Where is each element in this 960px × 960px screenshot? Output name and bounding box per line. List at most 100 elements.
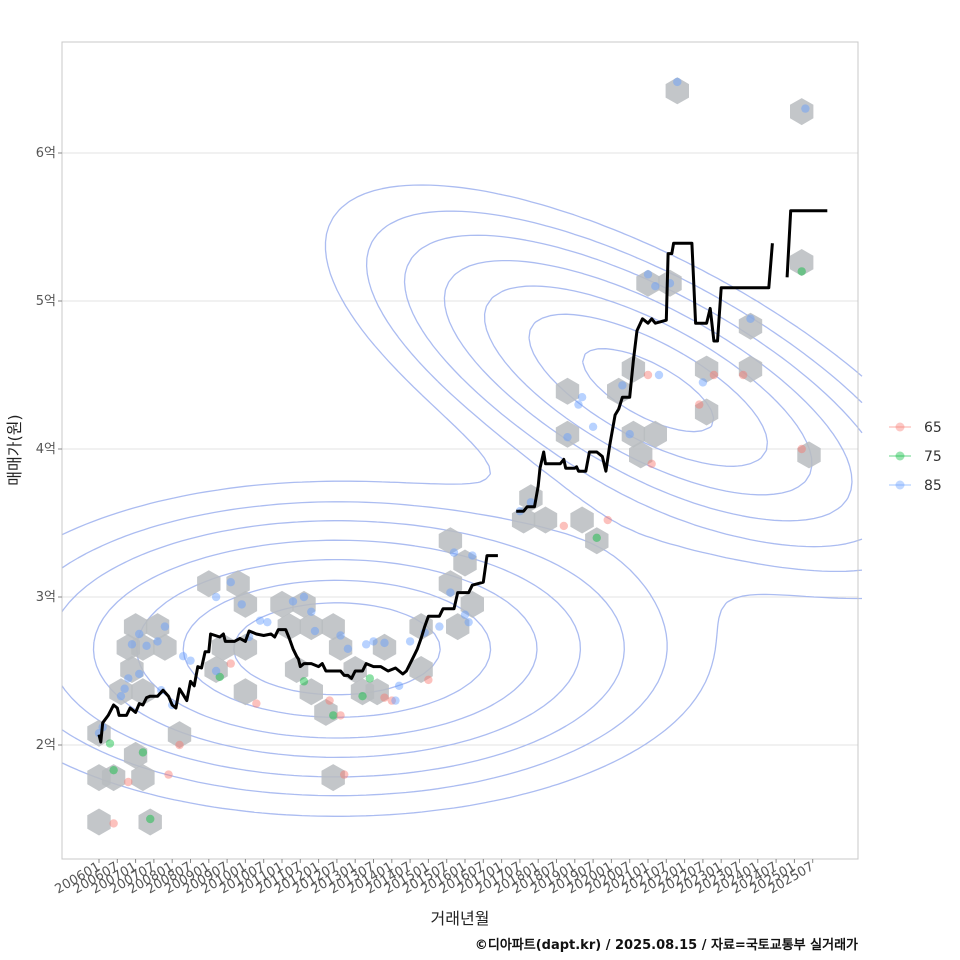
data-point xyxy=(124,674,133,683)
plot-panel xyxy=(61,41,859,860)
data-point xyxy=(695,400,704,409)
data-point xyxy=(178,652,188,661)
data-point xyxy=(124,777,133,787)
hexbin xyxy=(233,633,258,661)
data-point xyxy=(310,626,320,636)
hexbin xyxy=(738,312,763,340)
data-point xyxy=(288,597,298,606)
data-point xyxy=(307,607,316,616)
hexbin xyxy=(328,633,353,661)
data-point xyxy=(446,588,455,597)
hexbin-layer xyxy=(87,77,821,836)
hexbin xyxy=(365,678,389,706)
data-point xyxy=(226,578,235,587)
hexbin xyxy=(665,77,689,105)
hexbin xyxy=(372,633,397,661)
median-line-segment xyxy=(516,241,774,513)
legend-key-dot xyxy=(895,422,905,432)
data-point xyxy=(526,498,536,507)
hexbin xyxy=(555,420,580,448)
hexbin xyxy=(738,355,763,383)
hexbin xyxy=(790,249,814,276)
data-point xyxy=(116,691,126,701)
data-point xyxy=(673,77,682,87)
hexbin xyxy=(299,613,323,641)
hexbin xyxy=(131,764,155,792)
hexbin xyxy=(321,613,345,641)
data-point xyxy=(299,677,309,686)
legend-label: 85 xyxy=(924,478,942,494)
data-point xyxy=(435,622,444,631)
hexbin xyxy=(87,719,111,747)
data-point xyxy=(468,551,477,560)
hexbin xyxy=(438,527,463,555)
hexbin xyxy=(226,570,250,598)
data-point xyxy=(405,637,415,646)
data-point xyxy=(577,393,587,402)
x-axis-title: 거래년월 xyxy=(431,909,490,928)
data-point xyxy=(424,675,433,685)
hexbin xyxy=(460,590,484,618)
data-point xyxy=(387,696,396,705)
data-point xyxy=(559,521,569,531)
data-point xyxy=(358,691,367,701)
data-point xyxy=(299,592,309,602)
y-tick-label: 4억 xyxy=(36,442,56,457)
data-point xyxy=(336,711,345,720)
data-point xyxy=(127,640,137,649)
hexbin xyxy=(446,613,470,641)
y-tick-label: 2억 xyxy=(36,738,56,753)
hexbin xyxy=(123,741,148,769)
data-point xyxy=(618,381,627,390)
data-point xyxy=(647,459,656,468)
hexbin xyxy=(555,377,580,405)
hexbin xyxy=(120,656,144,683)
data-point xyxy=(252,699,261,708)
hexbin xyxy=(694,355,719,383)
source-caption: ©디아파트(dapt.kr) / 2025.08.15 / 자료=국토교통부 실… xyxy=(474,938,858,953)
data-point xyxy=(574,400,583,409)
data-point xyxy=(801,104,810,113)
data-point xyxy=(135,669,144,679)
hexbin xyxy=(197,570,221,598)
hexbin xyxy=(299,678,323,706)
hexbin xyxy=(284,656,309,683)
data-point xyxy=(142,641,151,651)
data-point xyxy=(643,370,653,380)
data-point xyxy=(160,622,170,631)
hexbin xyxy=(277,613,301,641)
hexbin xyxy=(233,590,258,618)
data-point xyxy=(186,656,195,665)
hexbin xyxy=(409,656,433,683)
data-point xyxy=(797,444,806,454)
hexbin xyxy=(643,420,667,448)
hexbin xyxy=(101,764,126,792)
data-point xyxy=(698,378,708,387)
median-line-segment xyxy=(785,209,828,278)
median-price-line xyxy=(97,209,828,744)
hexbin xyxy=(438,570,463,598)
data-point xyxy=(563,432,572,442)
data-point xyxy=(329,711,338,720)
data-point xyxy=(709,370,719,380)
hexbin xyxy=(533,506,558,534)
hexbin xyxy=(621,420,646,448)
data-point xyxy=(738,370,748,380)
data-point xyxy=(153,637,162,646)
data-point xyxy=(135,629,144,639)
hexbin xyxy=(629,441,653,469)
data-point xyxy=(365,674,375,683)
data-point xyxy=(394,681,404,690)
hexbin xyxy=(694,398,719,426)
data-point xyxy=(211,666,221,676)
hexbin xyxy=(204,656,228,683)
data-point xyxy=(603,515,612,525)
data-point xyxy=(625,430,634,439)
data-point xyxy=(164,770,173,779)
data-point xyxy=(643,270,653,279)
legend-key-dot xyxy=(895,480,905,490)
data-point xyxy=(464,617,473,627)
hexbin xyxy=(511,506,536,534)
data-point xyxy=(109,765,118,775)
